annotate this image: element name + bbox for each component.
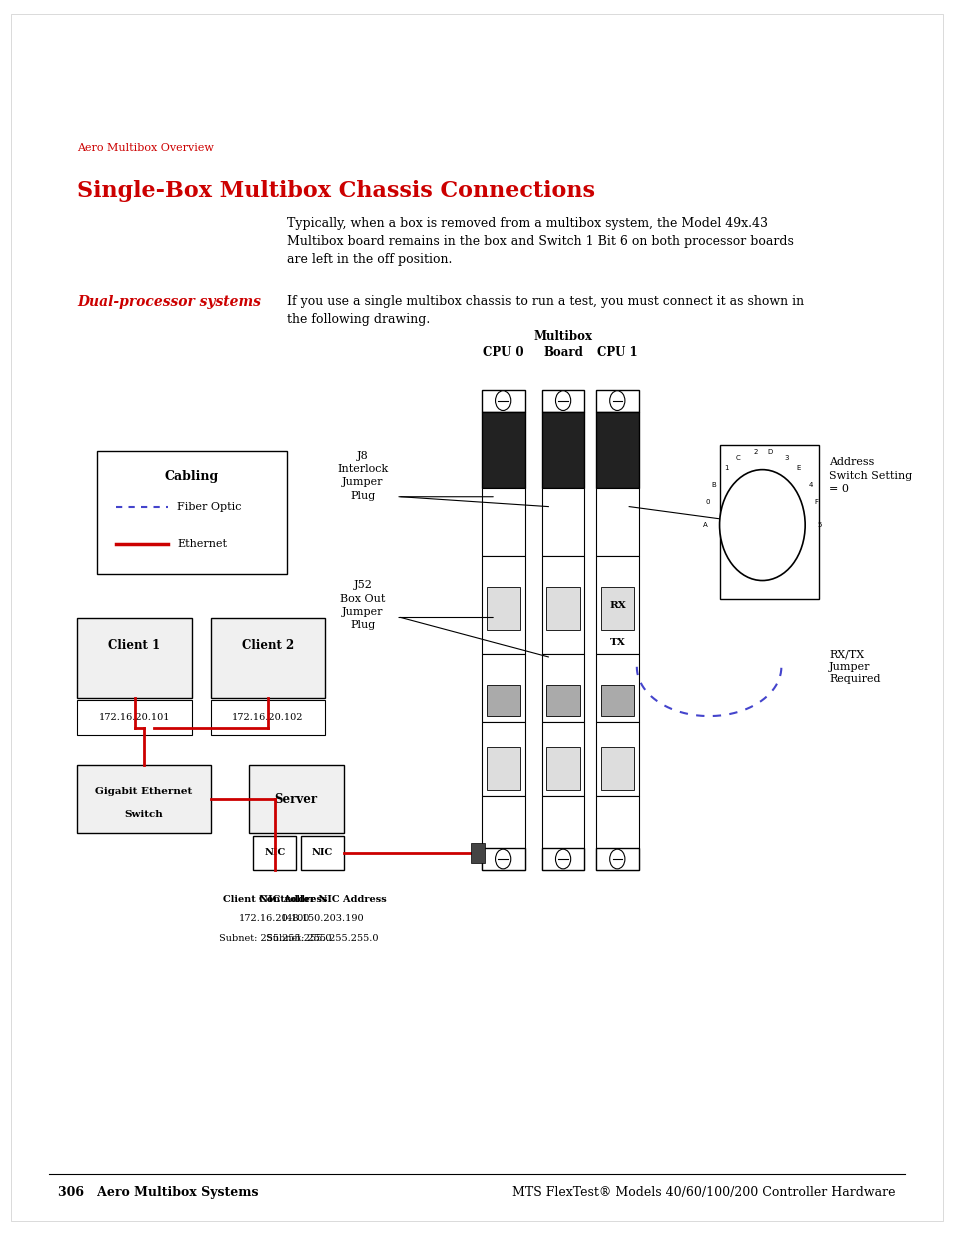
Text: Client 2: Client 2 [241, 638, 294, 652]
Bar [541, 488, 584, 556]
Text: 306   Aero Multibox Systems: 306 Aero Multibox Systems [58, 1186, 258, 1199]
Text: Gigabit Ethernet: Gigabit Ethernet [95, 788, 193, 797]
Bar [596, 488, 639, 556]
Bar [541, 655, 584, 722]
Text: 5: 5 [817, 522, 821, 529]
Bar [596, 848, 639, 871]
Bar [486, 587, 519, 630]
Bar [600, 587, 634, 630]
Text: 172.16.20.100: 172.16.20.100 [239, 914, 311, 924]
Bar [96, 451, 287, 574]
Text: C: C [735, 456, 740, 461]
Text: J52
Box Out
Jumper
Plug: J52 Box Out Jumper Plug [340, 580, 385, 630]
Bar [596, 389, 639, 411]
Text: 172.16.20.101: 172.16.20.101 [99, 713, 171, 721]
Text: CPU 1: CPU 1 [597, 346, 637, 358]
Bar [211, 700, 324, 735]
Bar [600, 685, 634, 716]
Bar [249, 766, 343, 834]
Bar [541, 722, 584, 797]
Bar [481, 797, 524, 871]
Bar [481, 411, 524, 488]
Text: 0: 0 [705, 499, 710, 505]
Text: TX: TX [609, 637, 625, 647]
Bar [596, 722, 639, 797]
Circle shape [555, 850, 570, 869]
Text: 4: 4 [807, 483, 812, 489]
Bar [596, 556, 639, 655]
Circle shape [719, 469, 804, 580]
Bar [541, 411, 584, 488]
Text: A: A [702, 522, 707, 529]
Text: MTS FlexTest® Models 40/60/100/200 Controller Hardware: MTS FlexTest® Models 40/60/100/200 Contr… [512, 1186, 895, 1199]
Bar [481, 655, 524, 722]
Bar [77, 618, 192, 698]
Text: F: F [814, 499, 818, 505]
Text: Typically, when a box is removed from a multibox system, the Model 49x.43
Multib: Typically, when a box is removed from a … [287, 217, 793, 266]
Text: Server: Server [274, 793, 317, 805]
Circle shape [555, 390, 570, 410]
Text: RX: RX [609, 600, 625, 610]
Bar [211, 618, 324, 698]
Text: Cabling: Cabling [164, 469, 218, 483]
Text: 148.150.203.190: 148.150.203.190 [280, 914, 364, 924]
Text: Switch: Switch [125, 809, 163, 819]
Text: RX/TX
Jumper
Required: RX/TX Jumper Required [828, 650, 880, 684]
Bar [481, 848, 524, 871]
Bar [486, 685, 519, 716]
Text: Controller NIC Address: Controller NIC Address [258, 894, 386, 904]
Text: If you use a single multibox chassis to run a test, you must connect it as shown: If you use a single multibox chassis to … [287, 295, 803, 326]
Bar [253, 836, 296, 871]
Text: NIC: NIC [312, 848, 333, 857]
Text: CPU 0: CPU 0 [482, 346, 523, 358]
Circle shape [495, 390, 510, 410]
Bar [596, 797, 639, 871]
Text: Ethernet: Ethernet [177, 538, 227, 548]
Bar [481, 722, 524, 797]
Text: Client NIC Address: Client NIC Address [222, 894, 327, 904]
Text: Aero Multibox Overview: Aero Multibox Overview [77, 143, 214, 153]
Text: Client 1: Client 1 [109, 638, 160, 652]
Text: Single-Box Multibox Chassis Connections: Single-Box Multibox Chassis Connections [77, 180, 595, 203]
Text: 3: 3 [783, 456, 788, 461]
Bar [546, 747, 579, 790]
Bar [541, 848, 584, 871]
Bar [596, 411, 639, 488]
Bar [546, 685, 579, 716]
Text: 172.16.20.102: 172.16.20.102 [232, 713, 303, 721]
Text: Subnet: 255.255.255.0: Subnet: 255.255.255.0 [218, 934, 331, 944]
Text: Address
Switch Setting
= 0: Address Switch Setting = 0 [828, 457, 911, 494]
Bar [719, 445, 819, 599]
Bar [481, 488, 524, 556]
Text: J8
Interlock
Jumper
Plug: J8 Interlock Jumper Plug [336, 451, 388, 500]
Circle shape [609, 850, 624, 869]
Bar [486, 747, 519, 790]
Bar [596, 655, 639, 722]
Text: 1: 1 [723, 466, 727, 471]
Bar [541, 556, 584, 655]
Circle shape [495, 850, 510, 869]
Text: Fiber Optic: Fiber Optic [177, 501, 242, 511]
Bar [546, 587, 579, 630]
Text: E: E [796, 466, 801, 471]
Bar [541, 797, 584, 871]
Text: D: D [766, 448, 771, 454]
Circle shape [609, 390, 624, 410]
Text: NIC: NIC [264, 848, 285, 857]
Text: Subnet: 255.255.255.0: Subnet: 255.255.255.0 [266, 934, 378, 944]
Bar [77, 766, 211, 834]
Text: Dual-processor systems: Dual-processor systems [77, 295, 261, 309]
Bar [481, 389, 524, 411]
Bar [600, 747, 634, 790]
Bar [301, 836, 343, 871]
Bar [541, 389, 584, 411]
Bar [481, 556, 524, 655]
Bar [471, 844, 484, 863]
Text: Multibox
Board: Multibox Board [533, 330, 592, 358]
Bar [77, 700, 192, 735]
Text: 2: 2 [752, 448, 757, 454]
Text: B: B [711, 483, 716, 489]
